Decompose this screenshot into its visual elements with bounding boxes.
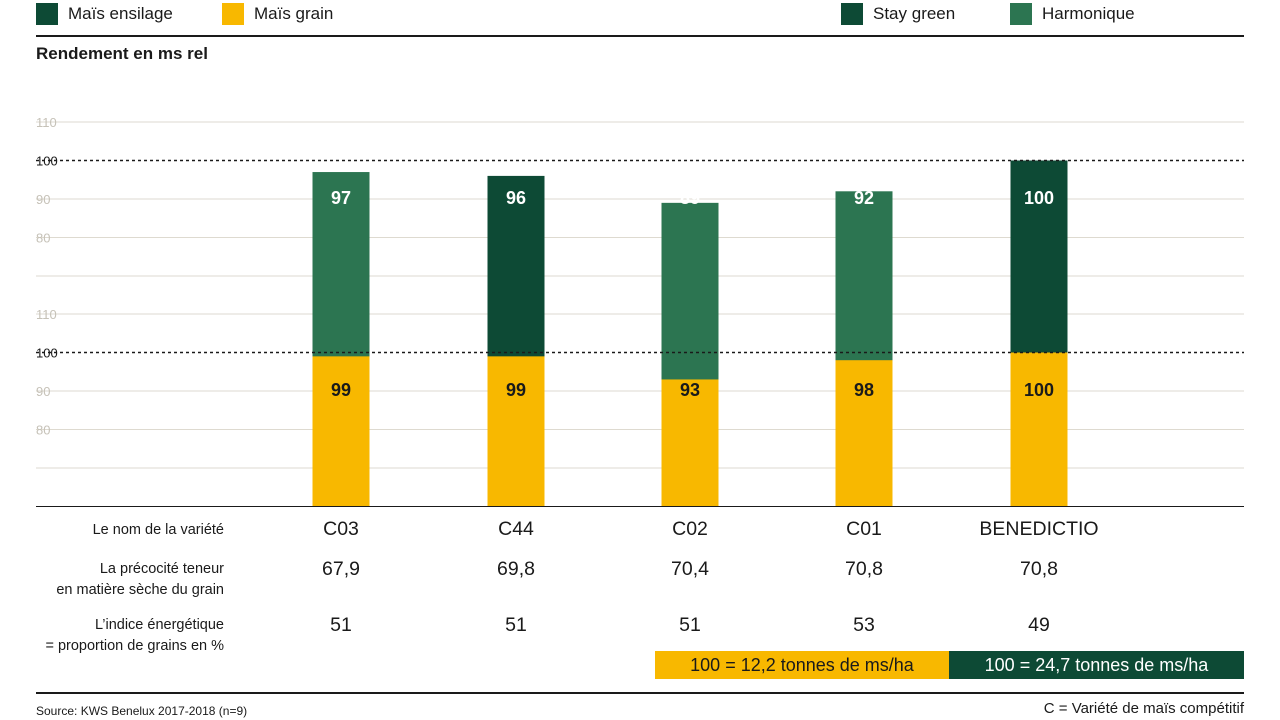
cell-energy-c03: 51 xyxy=(330,614,352,636)
legend-label-mais-grain: Maïs grain xyxy=(254,4,334,23)
legend-swatch-mais-ensilage xyxy=(36,3,58,25)
legend-item-stay-green: Stay green xyxy=(841,2,955,26)
chart-title: Rendement en ms rel xyxy=(36,44,208,63)
bar-label-grain-c01: 98 xyxy=(854,380,874,400)
cell-precocity-benedictio: 70,8 xyxy=(1020,558,1058,580)
bar-label-ensilage-benedictio: 100 xyxy=(1024,188,1054,208)
cell-precocity-c03: 67,9 xyxy=(322,558,360,580)
bar-grain-benedictio xyxy=(1010,352,1068,507)
bar-label-grain-c44: 99 xyxy=(506,380,526,400)
row-label-precocity-line2: en matière sèche du grain xyxy=(56,582,224,598)
legend-item-harmonique: Harmonique xyxy=(1010,2,1135,26)
row-label-energy-index-line1: L’indice énergétique xyxy=(95,617,224,633)
tick-label-upper-80: 80 xyxy=(36,231,50,246)
tick-label-lower-100: 100 xyxy=(36,346,58,361)
cell-energy-c44: 51 xyxy=(505,614,527,636)
reference-box-ensilage-text: 100 = 24,7 tonnes de ms/ha xyxy=(984,654,1209,675)
cell-precocity-c01: 70,8 xyxy=(845,558,883,580)
top-rule xyxy=(36,35,1244,37)
cell-variety-c01: C01 xyxy=(846,518,882,540)
bottom-rule xyxy=(36,692,1244,694)
bar-grain-c01 xyxy=(835,360,893,507)
row-label-precocity: La précocité teneur en matière sèche du … xyxy=(20,559,224,601)
row-label-energy-index-line2: = proportion de grains en % xyxy=(45,638,224,654)
cell-variety-c44: C44 xyxy=(498,518,534,540)
bar-label-grain-c03: 99 xyxy=(331,380,351,400)
cell-energy-c02: 51 xyxy=(679,614,701,636)
row-label-variety-name-line1: Le nom de la variété xyxy=(92,522,224,538)
legend-swatch-stay-green xyxy=(841,3,863,25)
bar-label-grain-c02: 93 xyxy=(680,380,700,400)
row-label-energy-index: L’indice énergétique = proportion de gra… xyxy=(20,615,224,657)
bar-label-ensilage-c03: 97 xyxy=(331,188,351,208)
chart-baseline xyxy=(36,506,1244,507)
bar-grain-c03 xyxy=(312,356,370,507)
bar-grain-c02 xyxy=(661,379,719,507)
tick-label-upper-90: 90 xyxy=(36,192,50,207)
tick-label-upper-100: 100 xyxy=(36,154,58,169)
tick-label-lower-90: 90 xyxy=(36,384,50,399)
legend-item-mais-grain: Maïs grain xyxy=(222,2,333,26)
bar-label-ensilage-c02: 89 xyxy=(680,188,700,208)
bar-label-ensilage-c44: 96 xyxy=(506,188,526,208)
reference-box-grain: 100 = 12,2 tonnes de ms/ha xyxy=(655,651,949,679)
legend-label-mais-ensilage: Maïs ensilage xyxy=(68,4,173,23)
row-label-variety-name: Le nom de la variété xyxy=(20,520,224,541)
legend-swatch-harmonique xyxy=(1010,3,1032,25)
cell-precocity-c44: 69,8 xyxy=(497,558,535,580)
reference-box-grain-text: 100 = 12,2 tonnes de ms/ha xyxy=(690,654,914,675)
legend-swatch-mais-grain xyxy=(222,3,244,25)
cell-precocity-c02: 70,4 xyxy=(671,558,709,580)
legend-note: C = Variété de maïs compétitif xyxy=(1043,700,1244,717)
bar-grain-c44 xyxy=(487,356,545,507)
cell-variety-c02: C02 xyxy=(672,518,708,540)
cell-energy-c01: 53 xyxy=(853,614,875,636)
legend-label-harmonique: Harmonique xyxy=(1042,4,1135,23)
cell-variety-c03: C03 xyxy=(323,518,359,540)
legend-label-stay-green: Stay green xyxy=(873,4,956,23)
legend-item-mais-ensilage: Maïs ensilage xyxy=(36,2,173,26)
tick-label-lower-110: 110 xyxy=(36,307,57,322)
bar-label-grain-benedictio: 100 xyxy=(1024,380,1054,400)
tick-label-lower-80: 80 xyxy=(36,423,50,438)
cell-energy-benedictio: 49 xyxy=(1028,614,1050,636)
tick-label-upper-110: 110 xyxy=(36,115,57,130)
reference-box-ensilage: 100 = 24,7 tonnes de ms/ha xyxy=(949,651,1244,679)
bar-label-ensilage-c01: 92 xyxy=(854,188,874,208)
cell-variety-benedictio: BENEDICTIO xyxy=(979,518,1099,540)
source-note: Source: KWS Benelux 2017-2018 (n=9) xyxy=(36,704,248,718)
row-label-precocity-line1: La précocité teneur xyxy=(99,561,224,577)
